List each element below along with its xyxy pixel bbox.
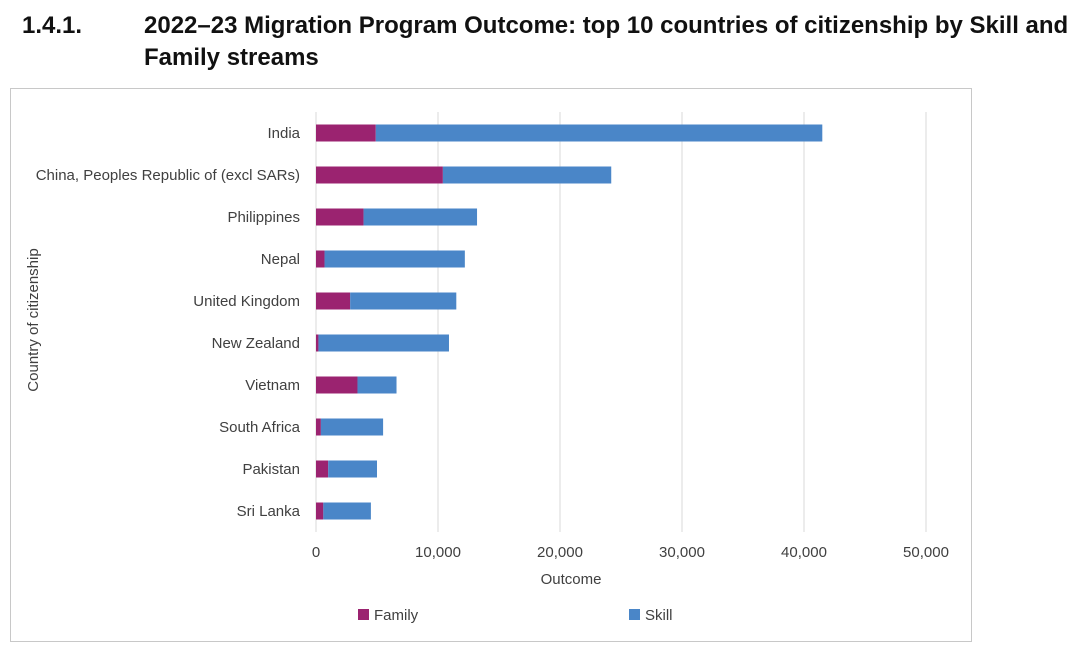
bar-family — [316, 334, 319, 352]
bar-skill — [442, 166, 612, 184]
x-tick-labels: 0 10,000 20,000 30,000 40,000 50,000 — [312, 544, 949, 561]
bar-skill — [328, 460, 377, 478]
x-tick-label: 20,000 — [537, 544, 583, 561]
x-tick-label: 30,000 — [659, 544, 705, 561]
category-label: Sri Lanka — [237, 503, 301, 520]
bar-skill — [363, 208, 478, 226]
category-label: New Zealand — [212, 335, 300, 352]
bar-family — [316, 418, 321, 436]
chart-frame — [10, 88, 972, 642]
section-number: 1.4.1. — [22, 12, 83, 39]
bars — [316, 124, 823, 520]
chart-heading-title: 2022–23 Migration Program Outcome: top 1… — [144, 12, 1069, 71]
bar-family — [316, 502, 324, 520]
x-tick-label: 0 — [312, 544, 320, 561]
bar-skill — [318, 334, 449, 352]
category-label: United Kingdom — [193, 293, 300, 310]
x-axis-title: Outcome — [541, 571, 602, 588]
bar-family — [316, 460, 329, 478]
category-label: India — [267, 125, 300, 142]
legend-swatch-skill — [629, 609, 640, 620]
bar-skill — [320, 418, 384, 436]
x-tick-label: 50,000 — [903, 544, 949, 561]
bar-skill — [324, 250, 465, 268]
y-axis-title: Country of citizenship — [25, 248, 42, 391]
category-label: Philippines — [227, 209, 300, 226]
x-tick-label: 40,000 — [781, 544, 827, 561]
category-label: China, Peoples Republic of (excl SARs) — [36, 167, 300, 184]
bar-family — [316, 166, 443, 184]
bar-skill — [323, 502, 371, 520]
legend: Family Skill — [358, 607, 673, 624]
legend-swatch-family — [358, 609, 369, 620]
bar-skill — [350, 292, 457, 310]
bar-skill — [375, 124, 823, 142]
category-label: South Africa — [219, 419, 301, 436]
bar-family — [316, 208, 364, 226]
bar-skill — [357, 376, 397, 394]
legend-label-family: Family — [374, 607, 419, 624]
bar-family — [316, 124, 376, 142]
bar-family — [316, 376, 358, 394]
legend-label-skill: Skill — [645, 607, 673, 624]
bar-family — [316, 292, 351, 310]
x-tick-label: 10,000 — [415, 544, 461, 561]
category-labels: India China, Peoples Republic of (excl SA… — [36, 125, 301, 520]
category-label: Vietnam — [245, 377, 300, 394]
category-label: Nepal — [261, 251, 300, 268]
bar-family — [316, 250, 325, 268]
category-label: Pakistan — [242, 461, 300, 478]
